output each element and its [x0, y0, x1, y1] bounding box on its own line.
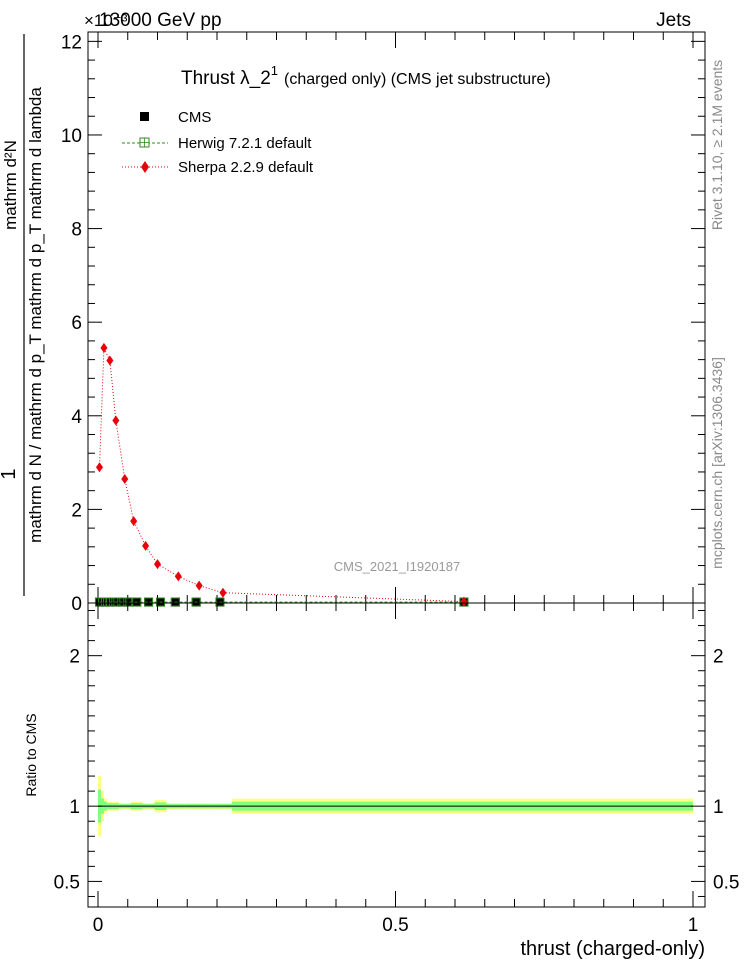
- ratio-y-tick-label-right: 1: [713, 797, 724, 818]
- herwig-data-point: [111, 597, 121, 607]
- sherpa-data-point: [219, 587, 227, 598]
- x-axis-label: thrust (charged-only): [520, 938, 705, 960]
- y-label-denominator: mathrm d N / mathrm d p_T mathrm d p_T m…: [26, 87, 45, 543]
- chart-title: Thrust λ_21 (charged only) (CMS jet subst…: [181, 63, 551, 89]
- herwig-data-point: [155, 597, 165, 607]
- y-tick-label: 2: [71, 500, 82, 521]
- sherpa-data-point: [95, 462, 103, 473]
- main-axis-ticks: 0 2 4 6 8 10 12: [61, 32, 705, 615]
- y-tick-label: 0: [71, 594, 82, 615]
- mcplots-label: mcplots.cern.ch [arXiv:1306.3436]: [709, 357, 725, 569]
- rivet-label: Rivet 3.1.10, ≥ 2.1M events: [709, 60, 725, 230]
- x-tick-label: 1: [688, 915, 699, 936]
- y-exponent-label: ×10⁻³: [84, 11, 128, 30]
- sherpa-data-point: [154, 559, 161, 570]
- sherpa-data-point: [106, 355, 114, 366]
- ratio-bands-group: [98, 776, 693, 837]
- analysis-label: CMS_2021_I1920187: [334, 559, 461, 574]
- herwig-data-point: [105, 597, 115, 607]
- chart-title-tail: (charged only) (CMS jet substructure): [284, 71, 551, 88]
- y-tick-label: 10: [61, 126, 82, 147]
- energy-label: 13000 GeV pp: [99, 10, 222, 31]
- y-axis-label-main: 1 mathrm d²N mathrm d N / mathrm d p_T m…: [0, 34, 45, 596]
- herwig-data-point: [215, 597, 225, 607]
- herwig-data-point: [132, 597, 142, 607]
- x-tick-label: 0: [93, 915, 104, 936]
- sherpa-data-point: [142, 540, 150, 551]
- herwig-data-point: [117, 597, 127, 607]
- sherpa-data-point: [100, 342, 108, 353]
- ratio-y-tick-label-right: 0.5: [713, 872, 739, 893]
- ratio-y-tick-label: 1: [69, 797, 80, 818]
- legend-marker-cms: [140, 112, 149, 121]
- sherpa-data-point: [130, 516, 138, 527]
- x-tick-label: 0.5: [382, 915, 408, 936]
- y-tick-label: 4: [71, 407, 82, 428]
- sherpa-data-point: [121, 473, 129, 484]
- series-line-2: [98, 347, 464, 603]
- legend: CMS Herwig 7.2.1 default Sherpa 2.2.9 de…: [122, 109, 314, 176]
- sherpa-data-point: [460, 596, 468, 607]
- y-tick-label: 12: [61, 32, 82, 53]
- y-tick-label: 8: [71, 220, 82, 241]
- ratio-y-tick-label: 2: [69, 647, 80, 668]
- cms-data-point: [123, 597, 133, 607]
- legend-label-sherpa: Sherpa 2.2.9 default: [178, 159, 314, 176]
- ratio-y-tick-label: 0.5: [54, 872, 80, 893]
- herwig-data-point: [144, 597, 154, 607]
- legend-label-cms: CMS: [178, 109, 211, 126]
- ratio-panel-frame: [87, 602, 706, 908]
- y-tick-label: 6: [71, 313, 82, 334]
- ratio-y-tick-label-right: 2: [713, 647, 724, 668]
- chart-title-sup: 1: [271, 63, 278, 78]
- ratio-panel: 0.5 0.5 1 1 2 2 0 0.5 1 Ratio to CMS: [23, 602, 739, 936]
- cms-data-point: [144, 597, 154, 607]
- main-series-group: [94, 342, 469, 607]
- herwig-data-point: [191, 597, 201, 607]
- chart-title-main: Thrust λ_2: [181, 68, 271, 89]
- y-label-numerator: 1: [0, 468, 20, 479]
- herwig-data-point: [170, 597, 180, 607]
- y-label-top: mathrm d²N: [1, 140, 20, 230]
- legend-marker-sherpa: [141, 161, 149, 173]
- ratio-axis-ticks: 0.5 0.5 1 1 2 2 0 0.5 1: [54, 603, 739, 936]
- process-label: Jets: [656, 10, 691, 31]
- sherpa-data-point: [112, 415, 120, 426]
- sherpa-data-point: [174, 571, 182, 582]
- legend-label-herwig: Herwig 7.2.1 default: [178, 135, 312, 152]
- ratio-y-label: Ratio to CMS: [23, 713, 39, 796]
- sherpa-data-point: [195, 580, 203, 591]
